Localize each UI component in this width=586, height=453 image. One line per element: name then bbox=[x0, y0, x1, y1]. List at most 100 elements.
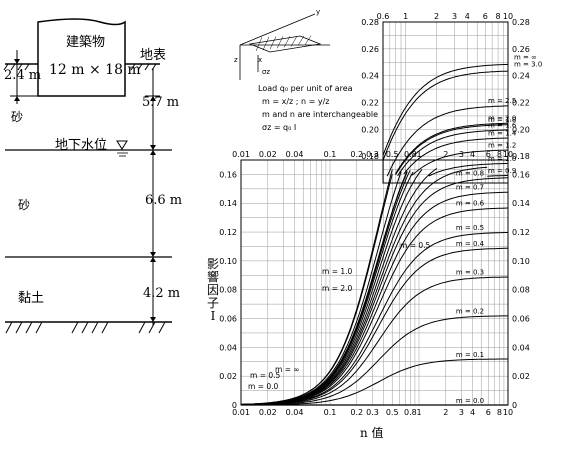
series-label: m = 0.8 bbox=[456, 169, 484, 177]
upper-y-tick-label-right: 0.24 bbox=[512, 72, 530, 81]
legend-interchange-text: m and n are interchangeable bbox=[262, 110, 379, 119]
series-label-upper: m = 3.0 bbox=[514, 60, 542, 68]
legend-hatch bbox=[276, 36, 284, 49]
series-label: m = 0.4 bbox=[456, 240, 485, 248]
x-tick-label-bottom: 1 bbox=[416, 408, 421, 417]
legend-hatch bbox=[255, 36, 263, 52]
legend-x-label: x bbox=[258, 56, 262, 64]
upper-y-tick-label-left: 0.28 bbox=[361, 18, 379, 27]
legend-hatch bbox=[297, 35, 305, 46]
upper-frame bbox=[382, 21, 509, 184]
legend-sigma-text: σz = q₀ I bbox=[262, 123, 297, 132]
upper-x-tick-label: 0.6 bbox=[377, 12, 390, 21]
x-tick-label-top: 2 bbox=[443, 150, 448, 159]
series-line-upper bbox=[395, 124, 509, 176]
series-label: m = 0.7 bbox=[456, 184, 484, 192]
series-label: m = 0.1 bbox=[456, 351, 484, 359]
x-axis-title: n 值 bbox=[360, 426, 384, 440]
series-label-upper: m = 1.2 bbox=[488, 141, 516, 149]
x-tick-label-top: 10 bbox=[503, 150, 513, 159]
series-line-upper bbox=[382, 63, 509, 156]
x-tick-label-bottom: 0.2 bbox=[350, 408, 363, 417]
building-size: 12 m × 18 m bbox=[49, 62, 141, 78]
dim-sand: 6.6 m bbox=[145, 193, 183, 208]
x-tick-label-top: 3 bbox=[459, 150, 464, 159]
x-tick-label-top: 0.02 bbox=[259, 150, 277, 159]
upper-y-tick-label-left: 0.20 bbox=[361, 125, 379, 134]
series-label-upper: m = 1.4 bbox=[488, 129, 517, 137]
series-line bbox=[240, 315, 508, 406]
series-label-upper: m = 2.5 bbox=[488, 97, 516, 105]
y-tick-label-right: 0.16 bbox=[512, 170, 530, 179]
water-table-label: 地下水位 bbox=[55, 138, 108, 153]
y-tick-label-right: 0.06 bbox=[512, 315, 530, 324]
x-tick-label-top: 4 bbox=[470, 150, 475, 159]
x-tick-label-bottom: 0.04 bbox=[286, 408, 304, 417]
inline-series-label: m = 0.5 bbox=[250, 371, 281, 380]
inline-series-label: m = ∞ bbox=[275, 365, 300, 374]
x-tick-label-bottom: 8 bbox=[497, 408, 502, 417]
x-tick-label-bottom: 10 bbox=[503, 408, 513, 417]
series-line bbox=[240, 207, 509, 406]
x-tick-label-bottom: 2 bbox=[443, 408, 448, 417]
y-tick-label-left: 0.08 bbox=[219, 286, 237, 295]
upper-x-tick-label: 3 bbox=[452, 12, 457, 21]
x-tick-label-top: 6 bbox=[486, 150, 491, 159]
y-tick-label-right: 0 bbox=[512, 401, 517, 410]
x-tick-label-bottom: 0.5 bbox=[386, 408, 399, 417]
legend-hatch bbox=[262, 36, 270, 51]
sand-mid-label: 砂 bbox=[18, 198, 31, 212]
upper-y-tick-label-left: 0.24 bbox=[361, 72, 379, 81]
legend-y-axis bbox=[239, 13, 316, 46]
y-tick-label-right: 0.10 bbox=[512, 257, 530, 266]
series-line-upper bbox=[487, 175, 508, 177]
series-line bbox=[240, 169, 393, 405]
series-label-upper: m = 2.0 bbox=[488, 115, 516, 123]
upper-y-tick-label-right: 0.26 bbox=[512, 45, 530, 54]
legend-mn-text: m = x/z ; n = y/z bbox=[262, 97, 330, 106]
legend-sigma-label: σz bbox=[262, 68, 270, 76]
upper-y-tick-label-right: 0.28 bbox=[512, 18, 530, 27]
x-tick-label-bottom: 0.3 bbox=[366, 408, 379, 417]
inline-series-label: m = 2.0 bbox=[322, 284, 353, 293]
series-label-upper: m = 1.8 bbox=[488, 116, 516, 124]
series-label-upper: m = 1.0 bbox=[488, 155, 516, 163]
y-tick-label-left: 0.06 bbox=[219, 315, 237, 324]
upper-x-tick-label: 1 bbox=[403, 12, 408, 21]
upper-x-tick-label: 2 bbox=[434, 12, 439, 21]
y-tick-label-right: 0.04 bbox=[512, 343, 530, 352]
y-tick-label-left: 0.12 bbox=[219, 228, 237, 237]
legend-hatch bbox=[283, 36, 291, 48]
dim-to-water: 5.7 m bbox=[142, 95, 180, 110]
upper-x-tick-label: 4 bbox=[465, 12, 470, 21]
series-label-upper: m = 1.6 bbox=[488, 121, 517, 129]
inline-series-label: m = 0.5 bbox=[400, 241, 431, 250]
upper-y-tick-label-right: 0.18 bbox=[512, 152, 530, 161]
x-tick-label-top: 0.2 bbox=[350, 150, 363, 159]
x-tick-label-top: 0.04 bbox=[286, 150, 304, 159]
y-tick-label-left: 0.04 bbox=[219, 343, 237, 352]
x-tick-label-top: 8 bbox=[497, 150, 502, 159]
y-tick-label-left: 0.10 bbox=[219, 257, 237, 266]
inline-series-label: m = 1.0 bbox=[322, 267, 353, 276]
ground-surface-label: 地表 bbox=[140, 48, 167, 63]
foundation-depth-dim: 2.4 m bbox=[4, 68, 42, 83]
y-tick-label-right: 0.12 bbox=[512, 228, 530, 237]
series-line-upper bbox=[382, 70, 509, 161]
legend-hatch bbox=[269, 36, 277, 50]
legend-y-label: y bbox=[316, 8, 320, 16]
upper-y-tick-label-right: 0.22 bbox=[512, 99, 530, 108]
series-line-upper bbox=[411, 149, 508, 176]
x-tick-label-top: 0.01 bbox=[232, 150, 250, 159]
y-tick-label-left: 0.16 bbox=[219, 170, 237, 179]
series-label-upper: m = 0.9 bbox=[488, 167, 516, 175]
upper-y-tick-label-right: 0.20 bbox=[512, 125, 530, 134]
upper-y-tick-label-left: 0.18 bbox=[361, 152, 379, 161]
series-label: m = 0.6 bbox=[456, 200, 485, 208]
upper-x-tick-label: 6 bbox=[483, 12, 488, 21]
series-label-upper: m = ∞ bbox=[514, 54, 537, 62]
legend-load-area bbox=[248, 35, 322, 53]
upper-y-tick-label-left: 0.22 bbox=[361, 99, 379, 108]
